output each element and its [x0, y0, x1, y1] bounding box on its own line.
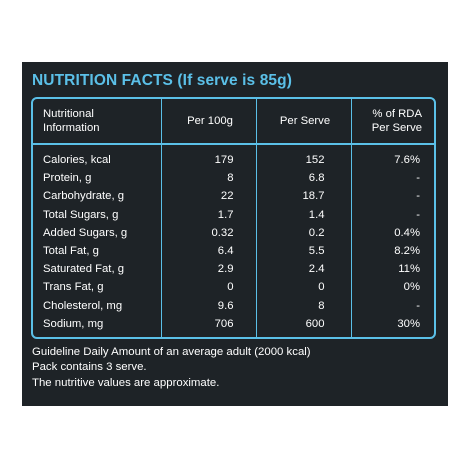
per-100g-value: 9.6	[161, 296, 257, 315]
footnote-approximate: The nutritive values are approximate.	[32, 377, 220, 390]
nutrient-name: Added Sugars, g	[33, 223, 162, 242]
table-row: Cholesterol, mg 9.6 8 -	[33, 296, 434, 315]
table-row: Total Fat, g 6.4 5.5 8.2%	[33, 241, 434, 261]
per-100g-value: 6.4	[161, 241, 257, 261]
nutrient-name: Total Fat, g	[33, 241, 162, 261]
nutrient-name: Saturated Fat, g	[33, 260, 162, 279]
per-serve-value: 600	[256, 314, 352, 337]
rda-value: 8.2%	[394, 245, 420, 258]
rda-value: -	[416, 208, 420, 221]
per-100g-value: 179	[161, 144, 257, 170]
rda-value: 30%	[397, 317, 420, 330]
rda-value: 0%	[403, 281, 420, 294]
header-row: Nutritional Information Per 100g Per Ser…	[33, 99, 434, 145]
per-100g-value: 0.32	[161, 223, 257, 242]
header-nutrient-line1: Nutritional	[43, 108, 94, 120]
table-row: Sodium, mg 706 600 30%	[33, 314, 434, 337]
per-serve-value: 18.7	[256, 187, 352, 206]
rda-value: 7.6%	[394, 154, 420, 167]
header-nutritional-information: Nutritional Information	[33, 99, 162, 145]
table-row: Saturated Fat, g 2.9 2.4 11%	[33, 260, 434, 279]
per-100g-value: 0	[161, 278, 257, 297]
header-per-100g: Per 100g	[161, 99, 257, 145]
nutrient-name: Protein, g	[33, 169, 162, 188]
header-rda: % of RDA Per Serve	[351, 99, 434, 145]
per-100g-value: 706	[161, 314, 257, 337]
per-serve-value: 0.2	[256, 223, 352, 242]
header-per-serve: Per Serve	[256, 99, 352, 145]
header-nutrient-line2: Information	[43, 122, 100, 134]
rda-value: -	[416, 172, 420, 185]
per-serve-value: 5.5	[256, 241, 352, 261]
nutrition-label-panel: NUTRITION FACTS (If serve is 85g) Nutrit…	[22, 62, 448, 406]
per-serve-value: 1.4	[256, 205, 352, 224]
nutrition-table-frame: Nutritional Information Per 100g Per Ser…	[31, 97, 436, 339]
footnote-pack-serves: Pack contains 3 serve.	[32, 361, 147, 374]
nutrition-table-body: Calories, kcal 179 152 7.6% Protein, g 8…	[33, 144, 434, 337]
nutrition-facts-title: NUTRITION FACTS (If serve is 85g)	[32, 72, 292, 89]
nutrient-name: Carbohydrate, g	[33, 187, 162, 206]
per-100g-value: 22	[161, 187, 257, 206]
footnotes: Guideline Daily Amount of an average adu…	[32, 345, 439, 392]
nutrition-table-header: Nutritional Information Per 100g Per Ser…	[33, 99, 434, 145]
per-serve-value: 8	[256, 296, 352, 315]
rda-value: -	[416, 299, 420, 312]
table-row: Added Sugars, g 0.32 0.2 0.4%	[33, 223, 434, 242]
per-100g-value: 1.7	[161, 205, 257, 224]
table-row: Calories, kcal 179 152 7.6%	[33, 144, 434, 170]
per-100g-value: 2.9	[161, 260, 257, 279]
per-serve-value: 6.8	[256, 169, 352, 188]
header-rda-line2: Per Serve	[371, 122, 422, 134]
table-row: Protein, g 8 6.8 -	[33, 169, 434, 188]
table-row: Total Sugars, g 1.7 1.4 -	[33, 205, 434, 224]
nutrient-name: Sodium, mg	[33, 314, 162, 337]
nutrition-table: Nutritional Information Per 100g Per Ser…	[33, 99, 434, 337]
table-row: Carbohydrate, g 22 18.7 -	[33, 187, 434, 206]
nutrient-name: Cholesterol, mg	[33, 296, 162, 315]
header-rda-line1: % of RDA	[372, 108, 422, 120]
rda-value: 11%	[398, 263, 420, 276]
per-serve-value: 2.4	[256, 260, 352, 279]
footnote-gda: Guideline Daily Amount of an average adu…	[32, 345, 311, 358]
per-serve-value: 152	[256, 144, 352, 170]
per-serve-value: 0	[256, 278, 352, 297]
per-100g-value: 8	[161, 169, 257, 188]
nutrient-name: Trans Fat, g	[33, 278, 162, 297]
nutrient-name: Total Sugars, g	[33, 205, 162, 224]
table-row: Trans Fat, g 0 0 0%	[33, 278, 434, 297]
rda-value: 0.4%	[394, 226, 420, 239]
nutrient-name: Calories, kcal	[33, 144, 162, 170]
rda-value: -	[416, 190, 420, 203]
